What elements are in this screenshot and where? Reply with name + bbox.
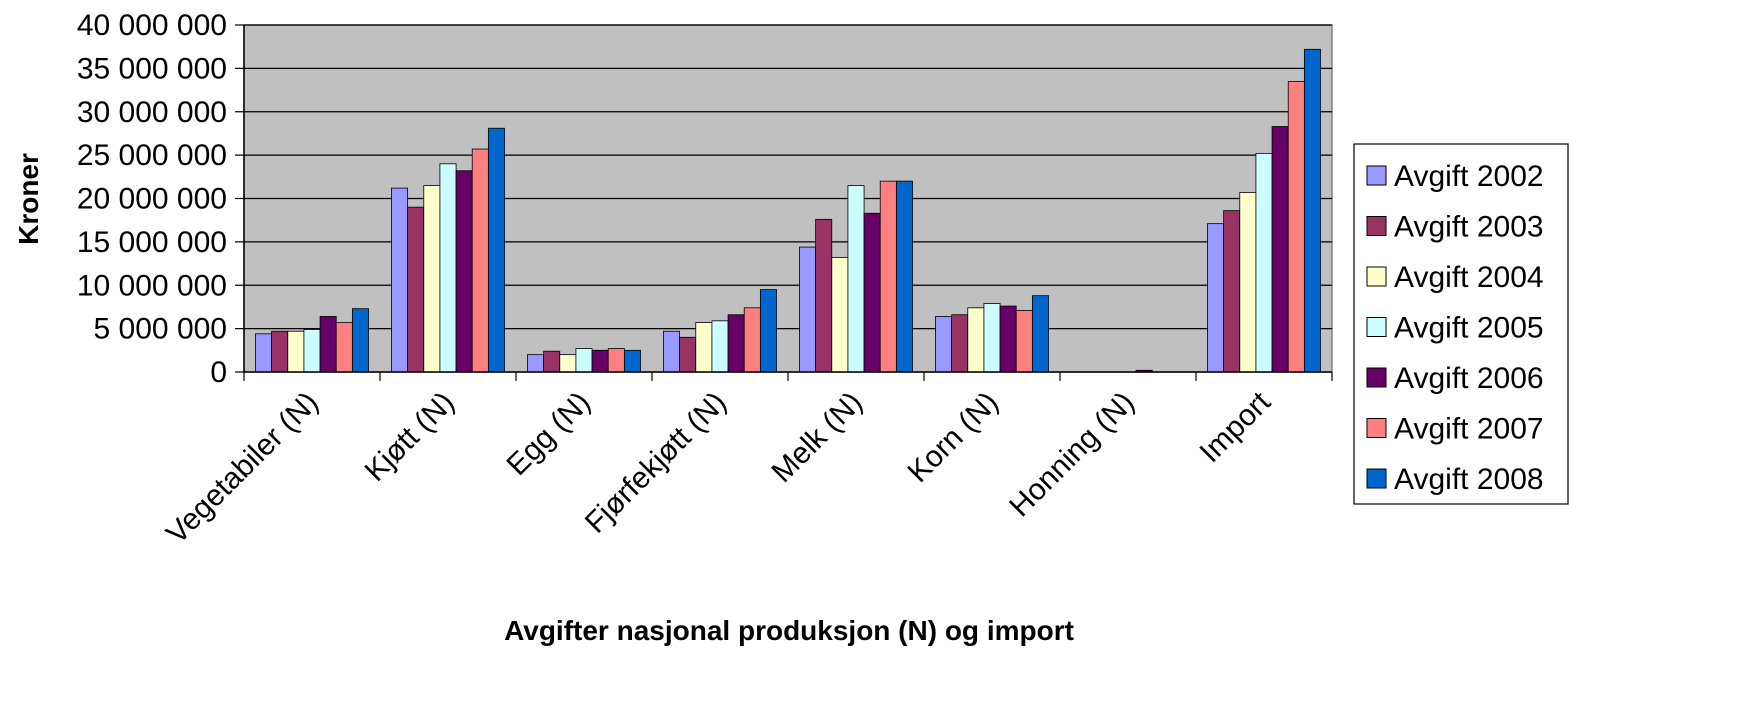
bar bbox=[575, 348, 593, 373]
legend-items: Avgift 2002 Avgift 2003 Avgift 2004 Avgift … bbox=[1366, 160, 1544, 496]
legend-label: Avgift 2008 bbox=[1394, 463, 1544, 496]
bar bbox=[1031, 295, 1049, 373]
bar bbox=[863, 212, 881, 373]
bar bbox=[663, 330, 681, 373]
x-tick-label: Melk (N) bbox=[765, 386, 868, 489]
legend-swatch bbox=[1366, 468, 1387, 489]
x-tick-label: Honning (N) bbox=[1003, 386, 1141, 524]
bar bbox=[1287, 80, 1305, 373]
bar bbox=[1015, 310, 1033, 373]
x-tick-label: Kjøtt (N) bbox=[359, 386, 461, 488]
bar bbox=[727, 314, 745, 373]
legend-swatch bbox=[1366, 216, 1387, 236]
bar bbox=[559, 354, 577, 373]
y-tick-label: 40 000 000 bbox=[77, 9, 227, 42]
bar bbox=[1303, 48, 1321, 373]
bar bbox=[527, 354, 545, 373]
legend-label: Avgift 2004 bbox=[1394, 261, 1544, 294]
bar bbox=[879, 180, 897, 373]
y-tick-label: 35 000 000 bbox=[77, 52, 227, 85]
bar bbox=[1207, 223, 1225, 373]
bar bbox=[471, 148, 489, 373]
y-axis-ticks: 0 5 000 000 10 000 000 15 000 000 20 000 000… bbox=[77, 9, 244, 389]
bar bbox=[439, 163, 457, 373]
bar bbox=[407, 206, 425, 373]
legend: Avgift 2002 Avgift 2003 Avgift 2004 Avgift … bbox=[1353, 143, 1569, 505]
bar bbox=[455, 170, 473, 373]
bar bbox=[1223, 210, 1241, 373]
legend-swatch bbox=[1366, 165, 1387, 186]
bar bbox=[319, 316, 337, 373]
legend-label: Avgift 2003 bbox=[1394, 211, 1544, 244]
legend-swatch bbox=[1366, 367, 1387, 388]
bar bbox=[623, 349, 641, 373]
x-tick-label: Import bbox=[1193, 385, 1277, 469]
bar bbox=[591, 349, 609, 373]
bar bbox=[1255, 152, 1273, 373]
bar bbox=[815, 218, 833, 373]
bar bbox=[255, 333, 273, 373]
bar bbox=[271, 330, 289, 373]
bar bbox=[607, 348, 625, 373]
bar bbox=[983, 303, 1001, 373]
legend-box bbox=[1353, 143, 1569, 505]
bar bbox=[303, 329, 321, 373]
legend-label: Avgift 2005 bbox=[1394, 312, 1544, 345]
bar bbox=[967, 307, 985, 373]
bar bbox=[679, 336, 697, 373]
legend-label: Avgift 2002 bbox=[1394, 160, 1544, 193]
bar bbox=[423, 185, 441, 373]
x-tick-label: Korn (N) bbox=[901, 386, 1004, 489]
bar bbox=[543, 350, 561, 373]
y-tick-label: 15 000 000 bbox=[77, 226, 227, 259]
legend-swatch bbox=[1366, 418, 1387, 438]
y-tick-label: 5 000 000 bbox=[94, 313, 227, 346]
bar bbox=[1239, 192, 1257, 373]
x-axis-ticks: Vegetabiler (N) Kjøtt (N) Egg (N)Fjørfekjø… bbox=[160, 372, 1333, 551]
bar bbox=[951, 314, 969, 373]
legend-label: Avgift 2007 bbox=[1394, 413, 1544, 446]
x-tick-label: Egg (N) bbox=[501, 386, 597, 482]
x-tick-label: Fjørfekjøtt (N) bbox=[579, 386, 733, 540]
y-tick-label: 20 000 000 bbox=[77, 183, 227, 216]
legend-swatch bbox=[1366, 266, 1387, 287]
x-axis-title: Avgifter nasjonal produksjon (N) og impo… bbox=[504, 615, 1074, 646]
bar bbox=[799, 246, 817, 373]
bar bbox=[999, 305, 1017, 373]
bar bbox=[743, 307, 761, 373]
bar bbox=[335, 322, 353, 373]
y-axis-title: Kroner bbox=[13, 153, 44, 245]
bar bbox=[695, 322, 713, 373]
bar bbox=[351, 308, 369, 373]
bars bbox=[255, 48, 1321, 373]
bar bbox=[487, 127, 505, 373]
y-tick-label: 0 bbox=[210, 356, 227, 389]
legend-swatch bbox=[1366, 317, 1387, 337]
x-tick-label: Vegetabiler (N) bbox=[160, 386, 325, 551]
y-tick-label: 10 000 000 bbox=[77, 269, 227, 302]
bar bbox=[1271, 126, 1289, 373]
legend-label: Avgift 2006 bbox=[1394, 362, 1544, 395]
bar bbox=[759, 289, 777, 373]
bar bbox=[287, 330, 305, 373]
bar bbox=[895, 180, 913, 373]
bar bbox=[711, 320, 729, 373]
bar bbox=[935, 316, 953, 373]
bar bbox=[831, 257, 849, 373]
y-tick-label: 30 000 000 bbox=[77, 96, 227, 129]
y-tick-label: 25 000 000 bbox=[77, 139, 227, 172]
bar bbox=[847, 185, 865, 373]
bar bbox=[391, 187, 409, 373]
